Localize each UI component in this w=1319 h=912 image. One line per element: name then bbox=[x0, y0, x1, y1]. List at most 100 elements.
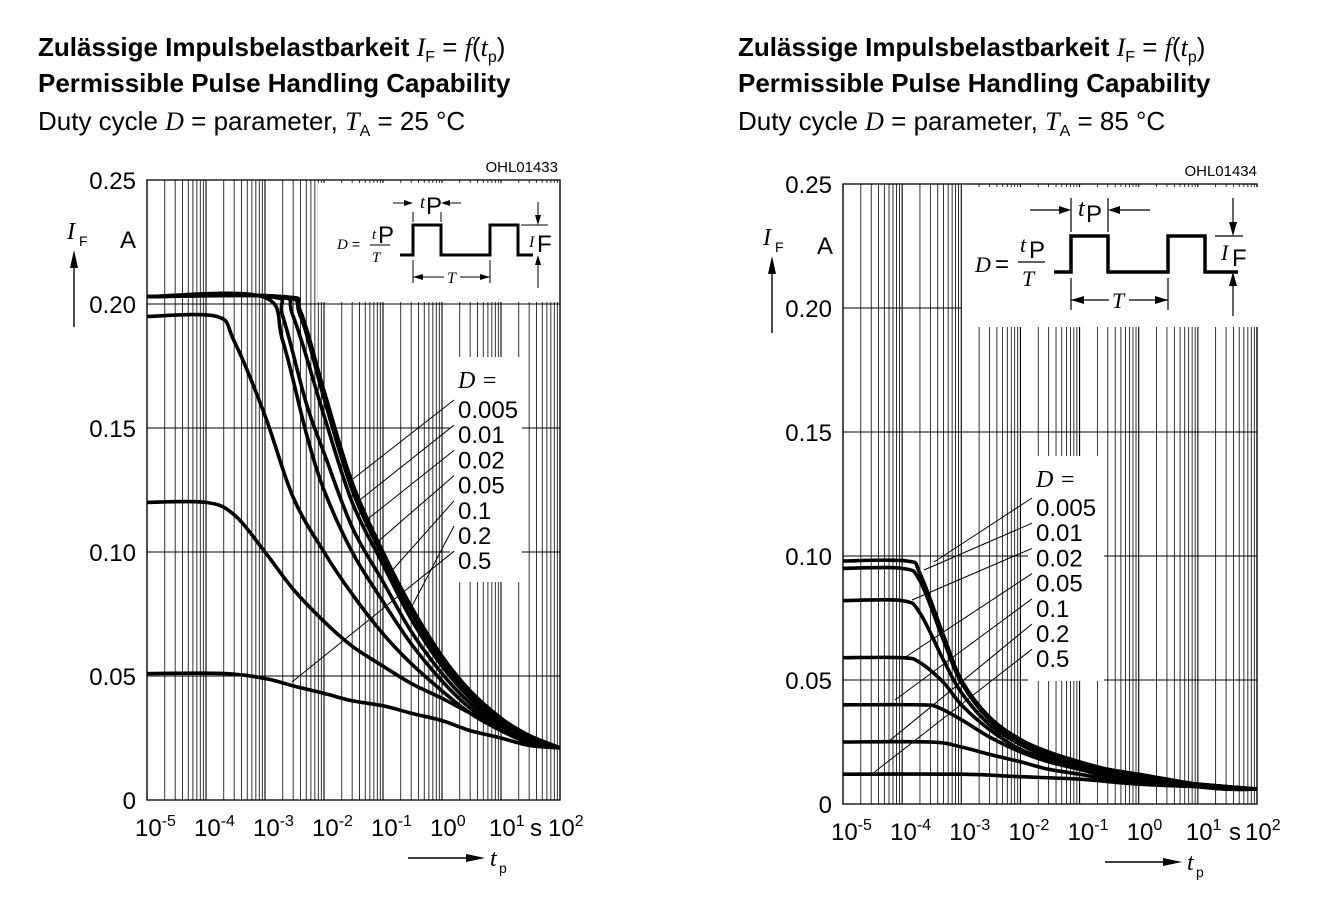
x-tick-label: 100 bbox=[1127, 817, 1163, 846]
legend-leader-line bbox=[887, 623, 1033, 743]
x-tick-label: 102 bbox=[1245, 817, 1281, 846]
figure-code: OHL01434 bbox=[1184, 163, 1257, 180]
svg-text:t: t bbox=[1020, 232, 1027, 257]
x-tick-label: 100 bbox=[430, 813, 466, 842]
axis-labels-layer: 0 0.05 0.10 0.15 0.20 0.25 10-5 10-4 10-3 10-2 10-… bbox=[89, 168, 583, 842]
legend-label: 0.2 bbox=[1036, 621, 1069, 648]
legend-label: 0.005 bbox=[1036, 495, 1096, 522]
series-line bbox=[146, 293, 561, 750]
legend-label: 0.01 bbox=[1036, 520, 1083, 547]
chart-panel-85c: Zulässige Impulsbelastbarkeit IF = f(tp)… bbox=[660, 0, 1310, 912]
legend-box: D = bbox=[450, 357, 522, 582]
svg-text:P: P bbox=[378, 222, 394, 249]
y-tick-label: 0.15 bbox=[89, 416, 136, 443]
svg-text:I: I bbox=[528, 234, 535, 251]
chart-panel-25c: Zulässige Impulsbelastbarkeit IF = f(tp)… bbox=[0, 0, 650, 912]
series-layer bbox=[842, 558, 1258, 792]
y-axis-arrow bbox=[70, 250, 78, 327]
grid-layer bbox=[146, 179, 561, 801]
chart-svg-25c: 0 0.05 0.10 0.15 0.20 0.25 10-5 10-4 10-3 10-2 10-… bbox=[66, 159, 584, 876]
svg-text:t: t bbox=[1078, 196, 1086, 222]
y-axis-label-sub: F bbox=[79, 233, 88, 249]
y-tick-label: 0.20 bbox=[89, 292, 136, 319]
y-tick-label: 0.10 bbox=[785, 544, 832, 571]
x-axis-label: t bbox=[490, 846, 498, 872]
plot-frame bbox=[146, 179, 561, 801]
x-tick-label: 101 bbox=[1186, 817, 1222, 846]
chart-title-german: Zulässige Impulsbelastbarkeit IF = f(tp) bbox=[38, 32, 506, 67]
svg-text:F: F bbox=[1232, 245, 1247, 272]
chart-title-german: Zulässige Impulsbelastbarkeit IF = f(tp) bbox=[738, 32, 1206, 67]
plot-frame bbox=[842, 183, 1258, 805]
legend-leader-line bbox=[410, 525, 455, 609]
chart-conditions: Duty cycle D = parameter, TA = 25 °C bbox=[38, 106, 466, 141]
x-tick-label: 10-4 bbox=[890, 817, 931, 846]
legend-label: 0.05 bbox=[1036, 571, 1083, 598]
series-line bbox=[842, 597, 1258, 791]
series-layer bbox=[146, 291, 561, 750]
y-axis-arrow bbox=[768, 256, 776, 333]
x-tick-label: 10-1 bbox=[1068, 817, 1109, 846]
x-axis-label-sub: p bbox=[499, 860, 507, 876]
svg-text:F: F bbox=[537, 231, 552, 258]
x-tick-label: 101 bbox=[489, 813, 525, 842]
legend-leader-line bbox=[291, 550, 455, 683]
y-axis-label: I bbox=[762, 225, 772, 251]
svg-text:T: T bbox=[372, 250, 382, 266]
series-line bbox=[146, 293, 561, 750]
y-tick-label: 0.15 bbox=[785, 420, 832, 447]
legend-label: 0.05 bbox=[458, 473, 505, 500]
x-tick-label: 102 bbox=[548, 813, 584, 842]
legend-leader-line bbox=[388, 500, 455, 575]
x-tick-label: 10-1 bbox=[371, 813, 412, 842]
x-axis-unit: s bbox=[530, 815, 542, 842]
svg-text:T: T bbox=[1112, 288, 1126, 313]
y-tick-label: 0.10 bbox=[89, 540, 136, 567]
legend-label: 0.02 bbox=[1036, 545, 1083, 572]
legend-leader-line bbox=[911, 547, 1033, 601]
series-line bbox=[146, 312, 561, 750]
y-tick-label: 0.05 bbox=[785, 668, 832, 695]
svg-text:P: P bbox=[1029, 237, 1045, 264]
svg-text:t: t bbox=[372, 227, 377, 243]
x-tick-label: 10-3 bbox=[253, 813, 294, 842]
x-tick-label: 10-2 bbox=[1008, 817, 1049, 846]
svg-text:D: D bbox=[336, 237, 348, 253]
legend-leader-line bbox=[348, 399, 455, 483]
legend-leader-line bbox=[363, 450, 455, 523]
legend-box: D = bbox=[1028, 456, 1104, 681]
svg-text:D =: D = bbox=[457, 368, 498, 394]
figure-code: OHL01433 bbox=[485, 159, 558, 176]
legend-label: 0.5 bbox=[1036, 646, 1069, 673]
x-axis-arrow bbox=[1105, 858, 1182, 866]
legend-label: 0.2 bbox=[458, 523, 491, 550]
svg-text:P: P bbox=[1086, 201, 1102, 228]
y-axis-unit: A bbox=[817, 233, 833, 260]
legend-leader-line bbox=[894, 598, 1033, 701]
x-axis-label-sub: p bbox=[1196, 864, 1204, 880]
x-tick-label: 10-5 bbox=[831, 817, 872, 846]
y-axis-label: I bbox=[66, 219, 76, 245]
y-tick-label: 0.25 bbox=[89, 168, 136, 195]
legend-leader-line bbox=[355, 424, 455, 504]
legend-label: 0.1 bbox=[1036, 596, 1069, 623]
y-axis-label-sub: F bbox=[775, 239, 784, 255]
svg-text:P: P bbox=[426, 193, 442, 220]
chart-title-english: Permissible Pulse Handling Capability bbox=[738, 68, 1211, 98]
axis-labels-layer: 0 0.05 0.10 0.15 0.20 0.25 10-5 10-4 10-3 10-2 10-… bbox=[785, 172, 1280, 846]
pulse-inset: D = t P T t P T I bbox=[318, 183, 558, 302]
legend-leader-line bbox=[871, 648, 1033, 775]
series-line bbox=[146, 293, 561, 750]
x-tick-label: 10-3 bbox=[949, 817, 990, 846]
x-axis-arrow bbox=[408, 854, 485, 862]
y-axis-unit: A bbox=[120, 227, 136, 254]
y-tick-label: 0.25 bbox=[785, 172, 832, 199]
svg-text:=: = bbox=[352, 236, 360, 252]
chart-title-english: Permissible Pulse Handling Capability bbox=[38, 68, 511, 98]
legend-leader-line bbox=[903, 573, 1033, 659]
legend-label: 0.005 bbox=[458, 397, 518, 424]
y-tick-label: 0 bbox=[819, 792, 832, 819]
legend-label: 0.1 bbox=[458, 498, 491, 525]
chart-svg-85c: 0 0.05 0.10 0.15 0.20 0.25 10-5 10-4 10-3 10-2 10-… bbox=[762, 163, 1281, 880]
y-tick-label: 0 bbox=[123, 788, 136, 815]
